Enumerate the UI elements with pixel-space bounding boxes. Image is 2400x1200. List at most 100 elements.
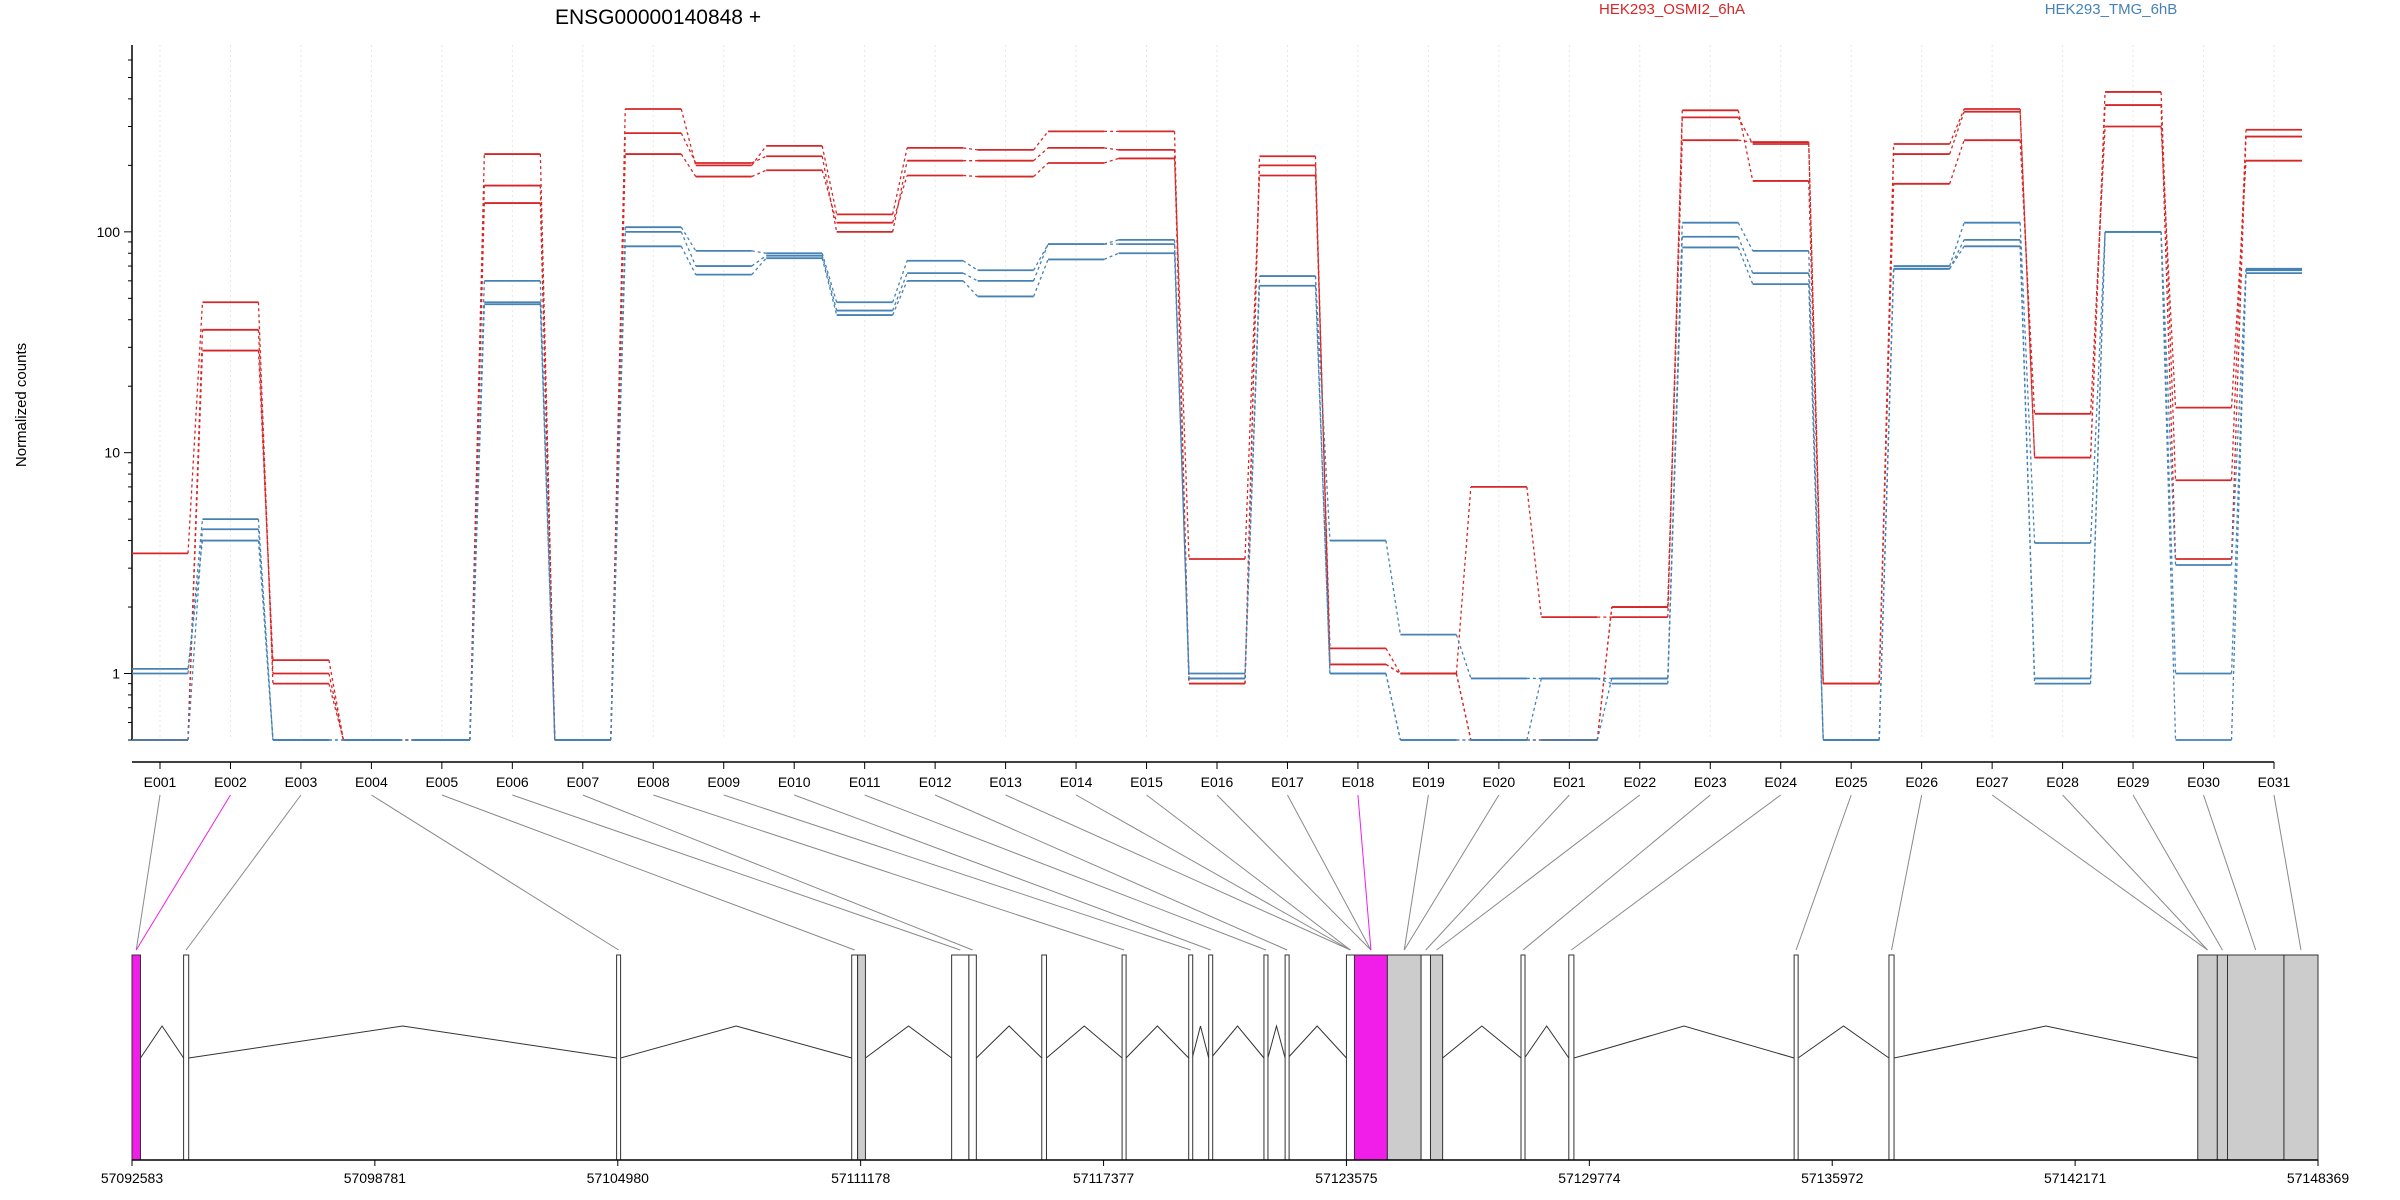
connector-E002 [135, 794, 231, 951]
series-4-link [1033, 243, 1049, 271]
series-4-link [1455, 634, 1472, 679]
series-4-link [892, 260, 908, 303]
x-tick-label-E029: E029 [2117, 774, 2150, 790]
connector-E012 [934, 794, 1288, 951]
intron [1442, 1025, 1522, 1059]
series-4-link [610, 227, 626, 741]
series-1-link [328, 683, 345, 741]
series-6-link [1103, 252, 1119, 261]
x-tick-label-E021: E021 [1553, 774, 1586, 790]
series-5-link [1526, 678, 1542, 741]
coordinate-label: 57148369 [2287, 1170, 2350, 1186]
series-3-link [328, 660, 345, 741]
series-2-link [2230, 136, 2247, 560]
x-tick-label-E006: E006 [496, 774, 529, 790]
x-tick-label-E003: E003 [285, 774, 318, 790]
series-3-link [892, 175, 908, 223]
series-lines [132, 91, 2302, 741]
series-1-link [2160, 91, 2177, 481]
series-2-link [328, 673, 345, 741]
exon-block-24 [2216, 954, 2229, 1161]
x-tick-label-E027: E027 [1976, 774, 2009, 790]
series-5-link [680, 231, 697, 267]
exon-block-20 [1568, 954, 1575, 1161]
connector-E010 [794, 794, 1211, 951]
series-6-link [1808, 284, 1824, 741]
series-3-link [2230, 160, 2247, 408]
series-1-link [680, 108, 697, 166]
y-tick-label: 1 [112, 666, 120, 682]
x-tick-label-E001: E001 [144, 774, 177, 790]
connector-E029 [2132, 794, 2223, 951]
intron [1267, 1024, 1286, 1059]
series-6-link [539, 304, 556, 741]
series-4-link [2230, 268, 2247, 566]
series-6-link [2019, 246, 2036, 684]
series-1-link [2230, 129, 2247, 481]
series-4-link [962, 260, 978, 271]
x-tick-label-E007: E007 [566, 774, 599, 790]
series-3-link [1455, 673, 1472, 741]
series-3-link [1878, 183, 1895, 684]
connector-E031 [2273, 794, 2302, 951]
series-4-link [680, 226, 697, 252]
series-6-link [2160, 231, 2177, 674]
series-6-link [1737, 247, 1754, 285]
x-tick-label-E023: E023 [1694, 774, 1727, 790]
y-axis: 1 10 100 [97, 45, 133, 741]
x-tick-label-E025: E025 [1835, 774, 1868, 790]
exon-block-26 [2283, 954, 2319, 1161]
series-4-link [2089, 231, 2106, 544]
exon-block-17 [1420, 954, 1431, 1161]
series-3-link [821, 170, 838, 223]
series-4-link [821, 253, 838, 303]
series-3-link [1385, 648, 1401, 674]
x-tick-label-E004: E004 [355, 774, 388, 790]
series-1-link [1949, 108, 1965, 145]
x-tick-label-E012: E012 [919, 774, 952, 790]
connector-E016 [1216, 794, 1372, 951]
series-6-link [1385, 673, 1402, 741]
intron [1046, 1025, 1123, 1059]
series-3-link [1808, 142, 1824, 684]
gene-model [131, 954, 2319, 1161]
coordinate-label: 57104980 [587, 1170, 650, 1186]
connector-E030 [2203, 794, 2257, 951]
series-6-link [1667, 247, 1683, 679]
x-axis: E001 E002 E003 E004 E005 E006 E007 E008 E009 E010… [132, 761, 2291, 790]
exon-block-6 [951, 954, 970, 1161]
coordinate-label: 57135972 [1801, 1170, 1864, 1186]
exon-block-8 [1041, 954, 1047, 1161]
series-5-link [1737, 236, 1754, 274]
series-4-link [1737, 222, 1754, 252]
series-5-link [1597, 677, 1613, 685]
connector-E006 [512, 794, 961, 951]
series-5-link [2160, 231, 2177, 741]
x-tick-label-E020: E020 [1483, 774, 1516, 790]
connector-E001 [135, 794, 161, 951]
exon-block-12 [1263, 954, 1269, 1161]
series-1-link [1737, 110, 1754, 182]
series-3-link [1738, 139, 1753, 143]
series-6 [132, 230, 2302, 741]
legend-entry-tmg: HEK293_TMG_6hB [2045, 1, 2178, 18]
connector-E026 [1891, 794, 1923, 951]
series-1-link [469, 154, 485, 741]
x-tick-label-E014: E014 [1060, 774, 1093, 790]
series-6-link [1878, 268, 1895, 741]
series-6-link [1314, 285, 1331, 674]
series-6-link [1596, 678, 1613, 741]
connector-E025 [1795, 794, 1852, 951]
x-tick-label-E013: E013 [989, 774, 1022, 790]
x-tick-label-E011: E011 [849, 774, 881, 790]
intron [1797, 1025, 1890, 1059]
series-4-link [751, 250, 767, 254]
intron [188, 1025, 617, 1059]
series-6-link [1949, 245, 1965, 270]
series-2-link [1033, 147, 1049, 162]
x-tick-label-E008: E008 [637, 774, 670, 790]
series-3-link [1314, 175, 1331, 649]
series-5-link [892, 272, 908, 311]
coordinate-label: 57142171 [2044, 1170, 2107, 1186]
series-1-link [1033, 130, 1049, 151]
